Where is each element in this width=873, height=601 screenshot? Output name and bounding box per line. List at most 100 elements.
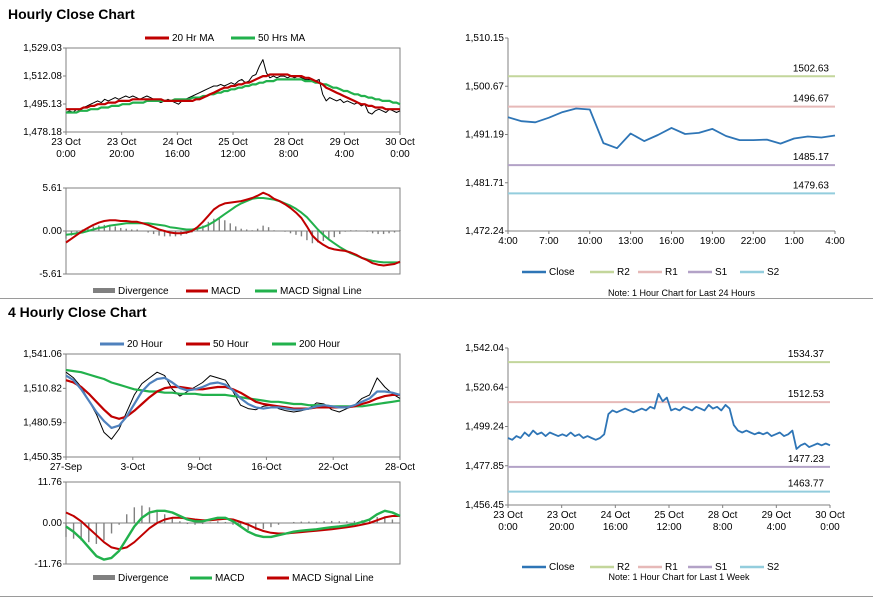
four_hourly_levels-xtick-label: 25 Oct [654, 510, 684, 521]
four_hourly_levels-xtick-label: 23 Oct [493, 510, 523, 521]
four-hourly-price-xtick-label: 3-Oct [121, 462, 146, 473]
hourly_levels-level-label: 1496.67 [793, 94, 830, 105]
hourly-legend-signal-label: MACD Signal Line [280, 286, 362, 297]
four_hourly_levels-xtick-label: 28 Oct [708, 510, 738, 521]
hourly_levels-level-label: 1502.63 [793, 63, 830, 74]
hourly_levels-xtick-label: 22:00 [741, 236, 766, 247]
hourly-price-series [65, 59, 401, 115]
four-hourly-macd-tick-label: 11.76 [38, 477, 63, 488]
hourly-price-xtick-label: 4:00 [335, 149, 355, 160]
hourly_levels-legend-s1-label: S1 [715, 267, 728, 278]
hourly-legend-divergence-swatch [93, 288, 115, 293]
four_hourly_levels-xtick-label: 29 Oct [762, 510, 792, 521]
hourly_levels-tick-label: 1,500.67 [465, 81, 504, 92]
four-hourly-ma50-series [65, 379, 400, 420]
four_hourly_levels-legend-r2-label: R2 [617, 562, 630, 573]
four_hourly_levels-legend-r1-label: R1 [665, 562, 678, 573]
four_hourly_levels-tick-label: 1,520.64 [465, 382, 504, 393]
hourly-price-xtick-label: 25 Oct [218, 137, 248, 148]
four_hourly_levels-xtick-label: 0:00 [498, 522, 518, 533]
hourly-price-xtick-label: 30 Oct [385, 137, 415, 148]
four_hourly_levels-legend-s2-label: S2 [767, 562, 780, 573]
hourly_levels-tick-label: 1,472.24 [465, 226, 504, 237]
hourly-price-xtick-label: 0:00 [390, 149, 410, 160]
hourly_levels-legend-close-label: Close [549, 267, 575, 278]
four_hourly_levels-note: Note: 1 Hour Chart for Last 1 Week [609, 572, 750, 582]
hourly-section-title: Hourly Close Chart [8, 6, 135, 22]
hourly-macd-tick-label: 0.00 [43, 226, 63, 237]
four-hourly-macd-chart: 11.76 0.00 -11.76 Divergence MACD MACD Signal… [34, 477, 401, 584]
hourly_levels-level-label: 1485.17 [793, 152, 830, 163]
hourly-price-xtick-label: 12:00 [220, 149, 245, 160]
hourly-price-tick-label: 1,512.08 [23, 71, 62, 82]
hourly-price-xtick-label: 0:00 [56, 149, 76, 160]
four-hourly-legend-signal-label: MACD Signal Line [292, 573, 374, 584]
four_hourly_levels-tick-label: 1,456.45 [465, 500, 504, 511]
four-hourly-price-xtick-label: 22-Oct [318, 462, 348, 473]
four-hourly-ma200-series [65, 368, 401, 408]
hourly_levels-xtick-label: 10:00 [577, 236, 602, 247]
plot-area [65, 353, 401, 458]
hourly_levels-xtick-label: 13:00 [618, 236, 643, 247]
hourly_levels-xtick-label: 7:00 [539, 236, 559, 247]
four-hourly-macd-tick-label: 0.00 [43, 518, 63, 529]
hourly_levels-tick-label: 1,491.19 [465, 130, 504, 141]
hourly-price-tick-label: 1,495.13 [23, 99, 62, 110]
hourly-price-xtick-label: 16:00 [165, 149, 190, 160]
four-hourly-price-xtick-label: 9-Oct [187, 462, 212, 473]
hourly-macd-tick-label: 5.61 [43, 183, 63, 194]
four_hourly_levels-legend-close-label: Close [549, 562, 575, 573]
four-hourly-legend-ma200-label: 200 Hour [299, 339, 341, 350]
hourly_levels-tick-label: 1,510.15 [465, 33, 504, 44]
hourly-levels-chart: 1,510.15 1,500.67 1,491.19 1,481.71 1,472.24… [465, 33, 845, 298]
hourly-price-xtick-label: 28 Oct [274, 137, 304, 148]
four_hourly_levels-xtick-label: 24 Oct [601, 510, 631, 521]
hourly-legend-ma50-label: 50 Hrs MA [258, 33, 306, 44]
four_hourly_levels-xtick-label: 23 Oct [547, 510, 577, 521]
hourly-macd-tick-label: -5.61 [39, 269, 62, 280]
hourly-ma20-series [66, 73, 400, 111]
four_hourly_levels-level-label: 1477.23 [788, 454, 825, 465]
hourly_levels-tick-label: 1,481.71 [465, 178, 504, 189]
hourly-price-xtick-label: 8:00 [279, 149, 299, 160]
hourly-legend-macd-label: MACD [211, 286, 240, 297]
hourly-price-tick-label: 1,478.18 [23, 127, 62, 138]
four_hourly_levels-legend-s1-label: S1 [715, 562, 728, 573]
hourly-ma50-series [66, 78, 401, 114]
hourly-price-xtick-label: 29 Oct [330, 137, 360, 148]
hourly_levels-legend-r2-label: R2 [617, 267, 630, 278]
hourly-price-xtick-label: 23 Oct [51, 137, 81, 148]
four-hourly-price-tick-label: 1,450.35 [23, 452, 62, 463]
four_hourly_levels-xtick-label: 16:00 [603, 522, 628, 533]
bottom-divider [0, 596, 873, 597]
four_hourly_levels-tick-label: 1,477.85 [465, 461, 504, 472]
four_hourly_levels-tick-label: 1,542.04 [465, 343, 504, 354]
hourly_levels-xtick-label: 4:00 [498, 236, 518, 247]
hourly-price-xtick-label: 20:00 [109, 149, 134, 160]
four-hourly-price-tick-label: 1,480.59 [23, 418, 62, 429]
four-hourly-section-title: 4 Hourly Close Chart [8, 304, 147, 320]
hourly_levels-xtick-label: 1:00 [784, 236, 804, 247]
hourly-legend-divergence-label: Divergence [118, 286, 169, 297]
four-hourly-macd-series [65, 509, 401, 561]
four_hourly_levels-xtick-label: 0:00 [820, 522, 840, 533]
four-hourly-price-xtick-label: 27-Sep [50, 462, 83, 473]
four-hourly-legend-divergence-swatch [93, 575, 115, 580]
four_hourly_levels-xtick-label: 4:00 [767, 522, 787, 533]
four-hourly-levels-chart: 1,542.04 1,520.64 1,499.24 1,477.85 1,456.45… [465, 343, 845, 582]
four-hourly-legend-ma20-label: 20 Hour [127, 339, 163, 350]
four_hourly_levels-level-label: 1534.37 [788, 349, 825, 360]
hourly-macd-chart: 5.61 0.00 -5.61 Divergence MACD MACD Signal L… [39, 183, 401, 297]
four-hourly-signal-series [65, 511, 400, 551]
hourly-price-xtick-label: 24 Oct [163, 137, 193, 148]
hourly_levels-xtick-label: 16:00 [659, 236, 684, 247]
hourly_levels-xtick-label: 19:00 [700, 236, 725, 247]
four-hourly-price-xtick-label: 28-Oct [385, 462, 415, 473]
four-hourly-legend-ma50-label: 50 Hour [213, 339, 249, 350]
four-hourly-price-tick-label: 1,541.06 [23, 349, 62, 360]
hourly_levels-note: Note: 1 Hour Chart for Last 24 Hours [608, 288, 756, 298]
hourly-signal-series [65, 197, 400, 264]
four-hourly-price-xtick-label: 16-Oct [251, 462, 281, 473]
hourly_levels-legend-s2-label: S2 [767, 267, 780, 278]
